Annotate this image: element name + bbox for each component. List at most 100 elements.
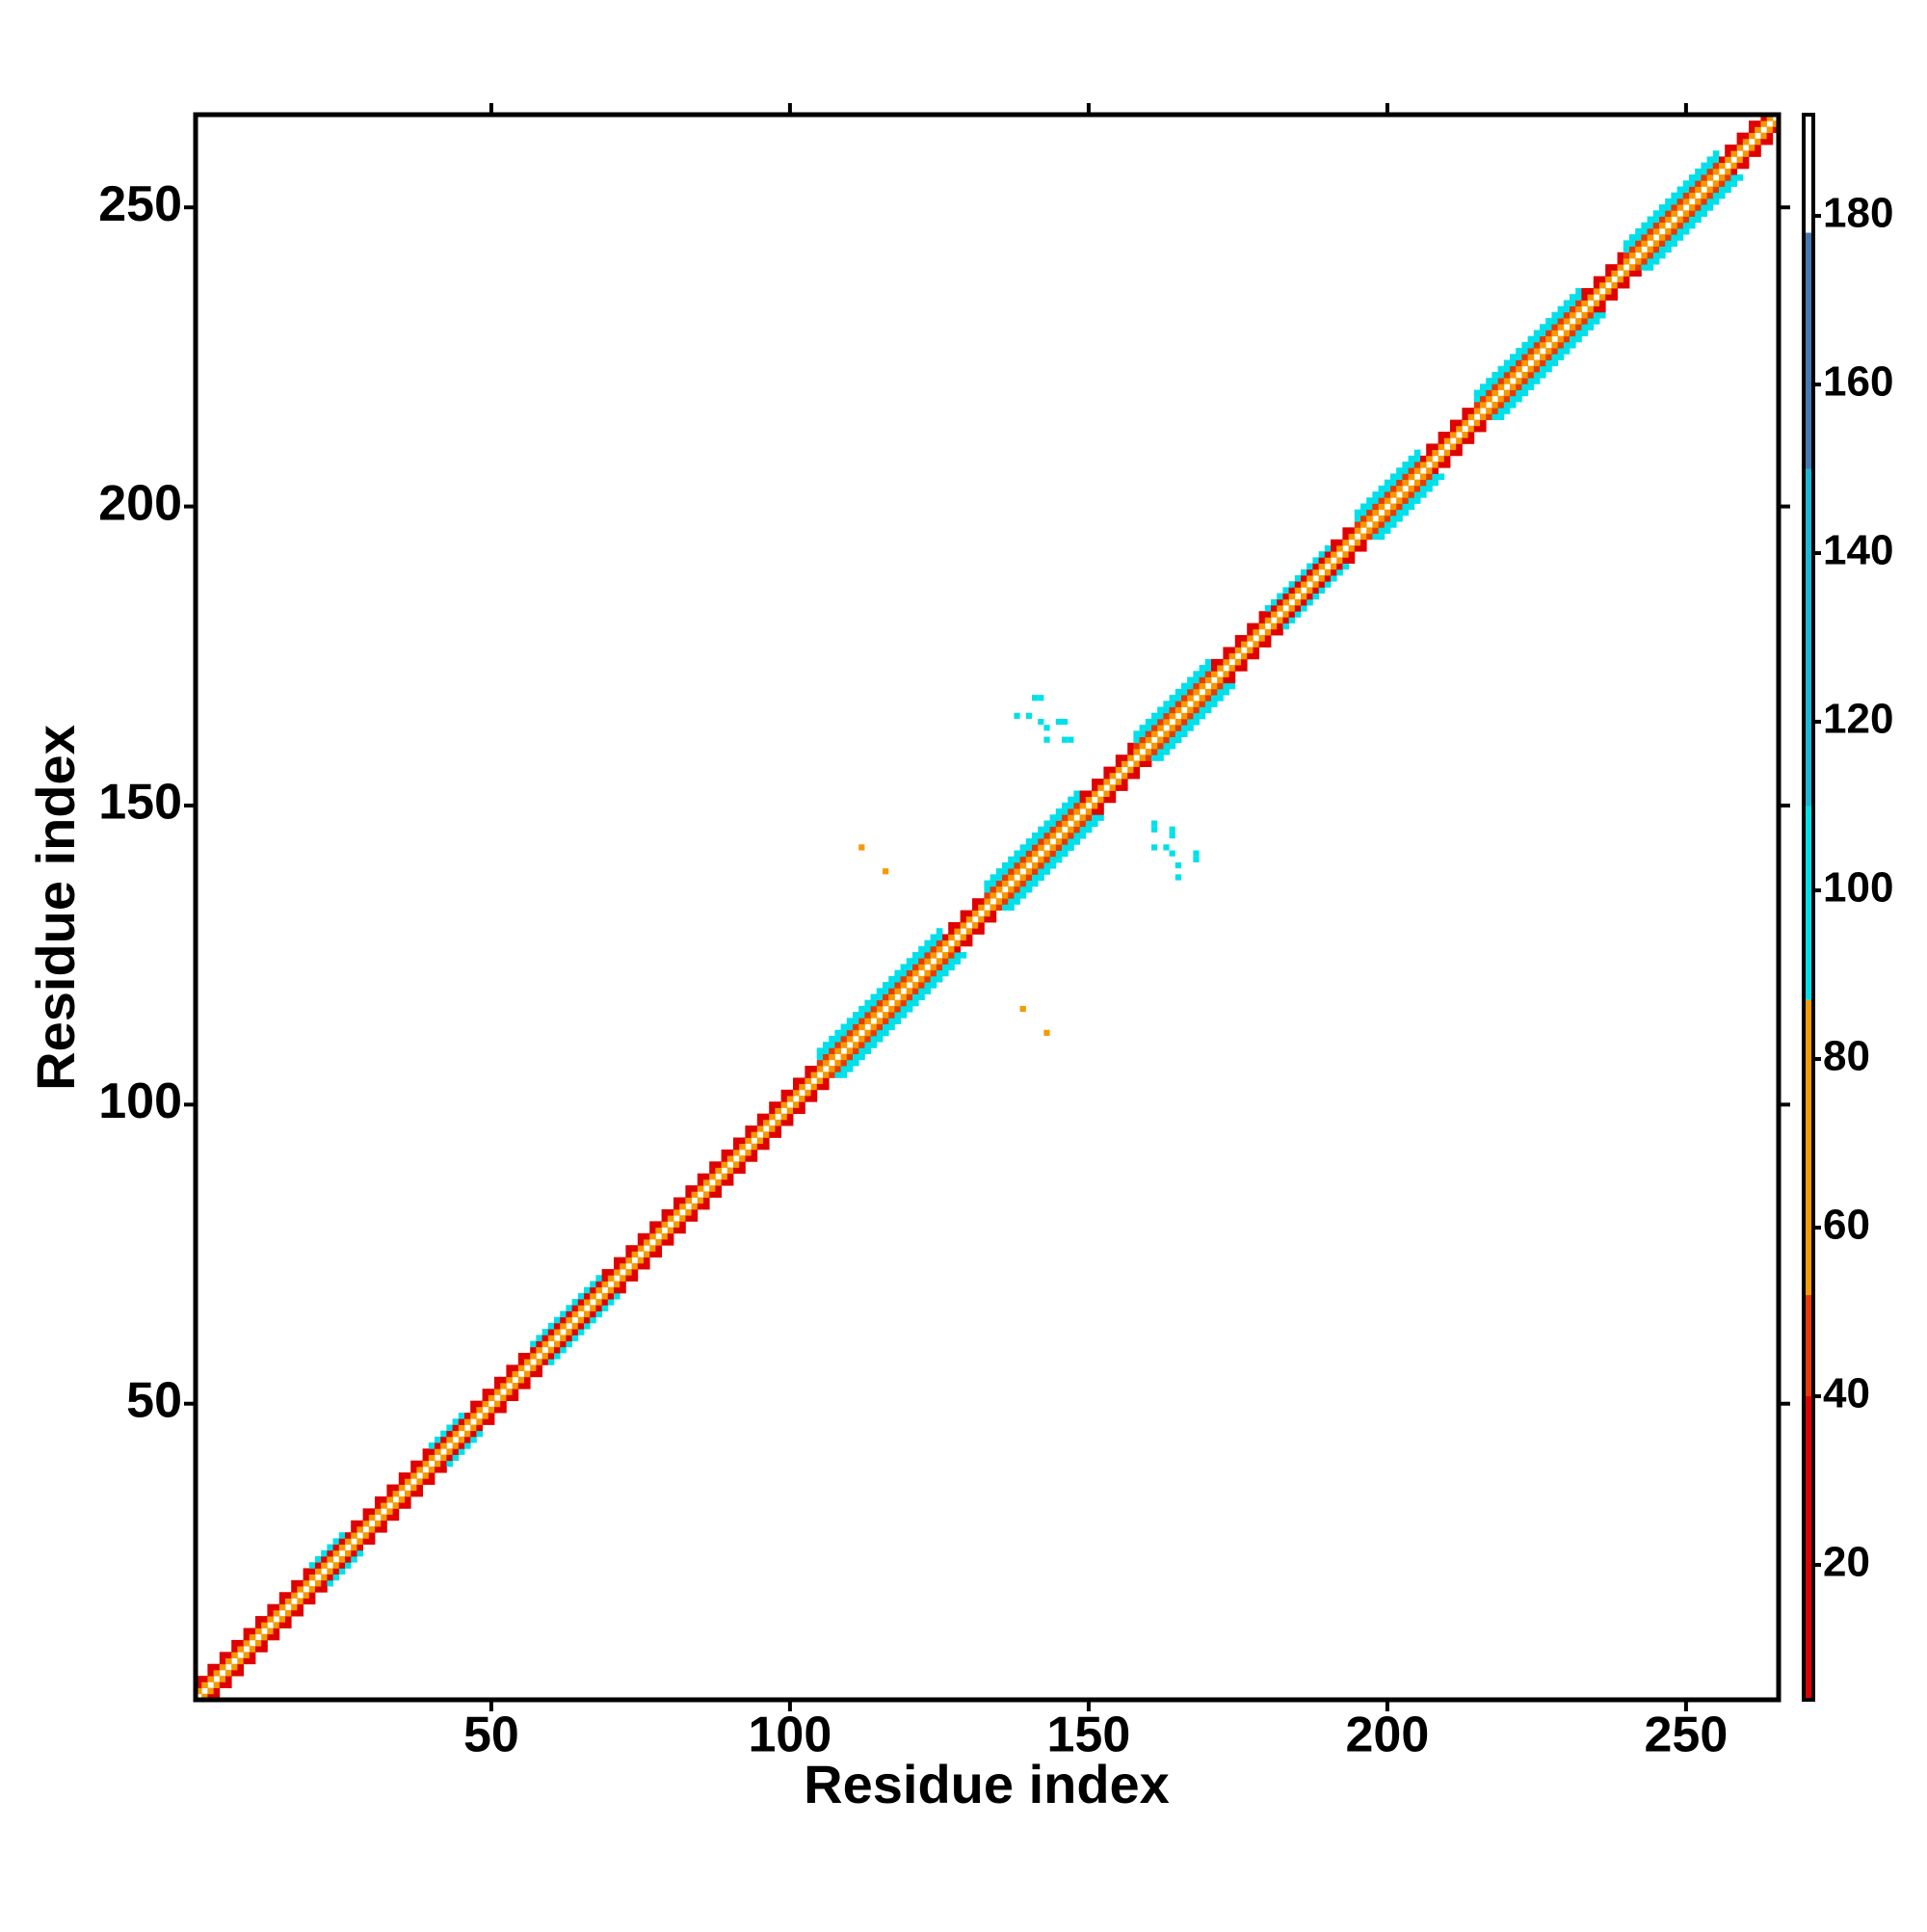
cell — [1390, 509, 1397, 516]
cell — [1593, 318, 1600, 325]
cell — [751, 1131, 758, 1138]
cell — [1563, 300, 1571, 307]
cell — [816, 1053, 824, 1061]
cell — [315, 1556, 322, 1563]
cell — [1587, 305, 1595, 313]
cell — [1689, 222, 1696, 229]
cell — [607, 1269, 615, 1276]
cell — [536, 1364, 542, 1371]
cell — [1432, 479, 1439, 487]
cell — [458, 1442, 465, 1449]
cell — [673, 1197, 680, 1204]
cell — [1008, 861, 1015, 869]
cell — [948, 958, 955, 965]
cell — [1372, 503, 1379, 511]
cell — [965, 910, 973, 917]
cell — [1122, 779, 1128, 785]
cell — [321, 1586, 328, 1593]
cell — [1736, 145, 1744, 151]
cell — [769, 1107, 776, 1115]
cell — [858, 844, 865, 851]
cell — [500, 1406, 507, 1414]
cell — [1682, 210, 1690, 217]
cell — [888, 975, 895, 983]
cell — [1193, 706, 1200, 714]
cell — [1199, 701, 1206, 707]
cell — [726, 1149, 734, 1156]
cell — [446, 1424, 453, 1432]
cell — [1587, 288, 1595, 295]
cell — [1342, 563, 1349, 570]
cell — [625, 1245, 632, 1252]
cell — [1390, 473, 1397, 481]
cell — [1092, 814, 1098, 821]
cell — [823, 1059, 830, 1067]
cell — [1599, 294, 1606, 301]
cell — [805, 1077, 811, 1085]
cell — [1109, 790, 1117, 798]
cell — [805, 1072, 811, 1078]
cell — [338, 1556, 346, 1563]
cell — [1647, 222, 1654, 229]
cell — [584, 1310, 591, 1318]
cell — [661, 1208, 669, 1216]
cell — [1187, 682, 1194, 690]
cell — [303, 1574, 310, 1581]
cell — [864, 1029, 871, 1037]
cell — [912, 982, 919, 989]
cell — [858, 1023, 865, 1031]
cell — [1570, 330, 1576, 337]
cell — [1682, 227, 1690, 235]
cell — [1647, 246, 1654, 253]
cell — [249, 1633, 256, 1641]
cell — [375, 1525, 382, 1533]
cell — [308, 1562, 316, 1569]
cell — [1725, 180, 1731, 187]
cell — [381, 1514, 387, 1522]
cell — [1038, 844, 1044, 851]
cell — [225, 1681, 232, 1688]
cell — [590, 1281, 596, 1288]
cell — [906, 993, 913, 1001]
cell — [1557, 335, 1565, 343]
cell — [464, 1430, 471, 1438]
cell — [1527, 378, 1535, 384]
cell — [308, 1598, 316, 1605]
cell — [780, 1096, 788, 1102]
cell — [936, 958, 943, 965]
cell — [601, 1299, 609, 1306]
cell — [1635, 270, 1642, 278]
cell — [1181, 725, 1188, 731]
cell — [1473, 389, 1481, 397]
cell — [1617, 264, 1624, 271]
cell — [1253, 628, 1259, 636]
cell — [237, 1657, 244, 1665]
cell — [1122, 784, 1128, 791]
cell — [566, 1335, 572, 1341]
cell — [1354, 539, 1361, 546]
cell — [1575, 294, 1582, 301]
cell — [924, 940, 931, 947]
cell — [864, 1042, 871, 1048]
cell — [799, 1107, 805, 1115]
cell — [1157, 725, 1164, 731]
cell — [500, 1394, 507, 1402]
cell — [1193, 688, 1200, 696]
cell — [1025, 868, 1033, 875]
cell — [954, 952, 961, 959]
cell — [428, 1478, 436, 1485]
cell — [1557, 354, 1565, 360]
cell — [1038, 874, 1044, 881]
cell — [1019, 886, 1027, 893]
cell — [422, 1472, 430, 1479]
cell — [960, 910, 967, 917]
cell — [584, 1292, 591, 1300]
cell — [368, 1532, 376, 1539]
cell — [936, 945, 943, 953]
cell — [554, 1322, 561, 1330]
cell — [1491, 378, 1498, 384]
cell — [1204, 665, 1212, 672]
cell — [763, 1113, 770, 1121]
cell — [661, 1215, 669, 1222]
